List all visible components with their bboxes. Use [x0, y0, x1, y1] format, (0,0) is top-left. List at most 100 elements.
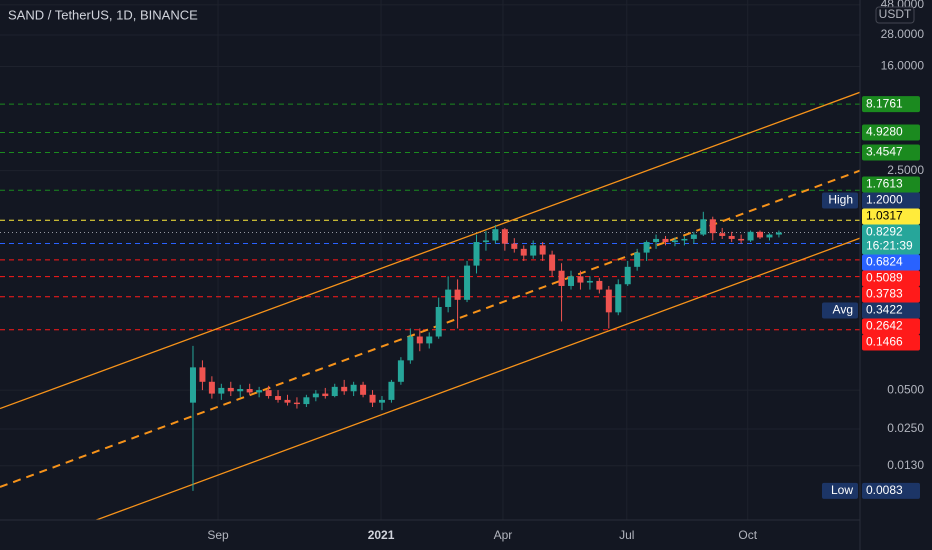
y-tick-label: 2.5000 — [887, 163, 924, 177]
candle-body — [624, 266, 631, 285]
candle-body — [662, 238, 669, 243]
price-label-box — [862, 124, 920, 141]
price-label-box — [862, 144, 920, 161]
candle-body — [435, 306, 442, 337]
trendline — [94, 237, 860, 520]
price-label: 1.7613 — [866, 177, 903, 191]
price-label-box — [862, 302, 920, 319]
x-tick-label: Oct — [738, 528, 757, 542]
currency: USDT — [879, 7, 912, 21]
price-label: 0.6824 — [866, 255, 903, 269]
candle-body — [596, 280, 603, 290]
candle-body — [445, 289, 452, 307]
price-label-box — [862, 270, 920, 287]
currency-box — [875, 6, 915, 24]
candle-body — [615, 284, 622, 313]
candle-body — [709, 219, 716, 234]
x-tick-label: 2021 — [368, 528, 395, 542]
price-label-box — [862, 334, 920, 351]
candle-body — [511, 243, 518, 249]
candle-body — [208, 381, 215, 394]
candle-body — [464, 265, 471, 300]
candle-body — [605, 289, 612, 313]
tag-label: Low — [831, 483, 853, 497]
price-label-box — [862, 96, 920, 113]
candle-body — [558, 270, 565, 286]
candle-body — [473, 242, 480, 266]
candle-body — [312, 393, 319, 398]
chart-title: SAND / TetherUS, 1D, BINANCE — [8, 7, 198, 22]
trendline — [0, 91, 860, 410]
price-label: 0.1466 — [866, 335, 903, 349]
candle-body — [378, 399, 385, 403]
candle-body — [388, 381, 395, 400]
price-label: 8.1761 — [866, 96, 903, 110]
candle-body — [218, 387, 225, 394]
candle-body — [397, 360, 404, 382]
price-label: 3.4547 — [866, 145, 903, 159]
candle-body — [549, 254, 556, 271]
countdown: 16:21:39 — [866, 239, 913, 253]
price-label: 0.5089 — [866, 271, 903, 285]
tag-box — [822, 482, 858, 499]
candle-body — [482, 240, 489, 243]
candle-body — [492, 229, 499, 241]
candle-body — [189, 367, 196, 403]
price-label-box — [862, 208, 920, 225]
candle-body — [416, 336, 423, 344]
tag-label: High — [828, 193, 853, 207]
y-tick-label: 16.0000 — [881, 59, 925, 73]
candle-body — [350, 384, 357, 392]
candle-body — [719, 233, 726, 236]
candle-body — [407, 336, 414, 361]
price-label: 0.8292 — [866, 225, 903, 239]
candle-body — [671, 240, 678, 243]
candle-body — [728, 235, 735, 239]
candle-body — [690, 234, 697, 239]
price-label: 0.0083 — [866, 483, 903, 497]
price-label-box — [862, 192, 920, 209]
candle-body — [369, 394, 376, 403]
candle-body — [265, 390, 272, 397]
tag-label: Avg — [833, 303, 853, 317]
candle-body — [634, 252, 641, 267]
candle-body — [568, 276, 575, 286]
candle-body — [322, 393, 329, 397]
candle-body — [586, 280, 593, 283]
candle-body — [577, 276, 584, 283]
candle-body — [520, 248, 527, 256]
candle-body — [700, 219, 707, 235]
price-label-box — [862, 318, 920, 335]
trendline — [0, 169, 860, 488]
price-label: 0.3783 — [866, 287, 903, 301]
price-label-box — [862, 286, 920, 303]
x-tick-label: Jul — [619, 528, 634, 542]
price-label-box — [862, 482, 920, 499]
candle-body — [766, 234, 773, 238]
price-label: 1.0317 — [866, 209, 903, 223]
candle-body — [246, 389, 253, 393]
candle-body — [501, 229, 508, 244]
price-label: 0.2642 — [866, 319, 903, 333]
y-tick-label: 0.0130 — [887, 458, 924, 472]
price-label-box — [862, 254, 920, 271]
candle-body — [747, 231, 754, 241]
candle-body — [303, 397, 310, 405]
candle-body — [530, 245, 537, 256]
candle-body — [293, 402, 300, 405]
price-label: 0.3422 — [866, 303, 903, 317]
candle-body — [284, 399, 291, 403]
price-label: 4.9280 — [866, 125, 903, 139]
candle-body — [341, 386, 348, 392]
candle-body — [454, 289, 461, 300]
candle-body — [360, 384, 367, 395]
candle-body — [256, 390, 263, 393]
candle-body — [199, 367, 206, 382]
candle-body — [227, 387, 234, 392]
candle-body — [331, 386, 338, 397]
candle-body — [681, 238, 688, 241]
y-tick-label: 0.0250 — [887, 421, 924, 435]
price-label: 1.2000 — [866, 193, 903, 207]
candle-body — [275, 396, 282, 400]
